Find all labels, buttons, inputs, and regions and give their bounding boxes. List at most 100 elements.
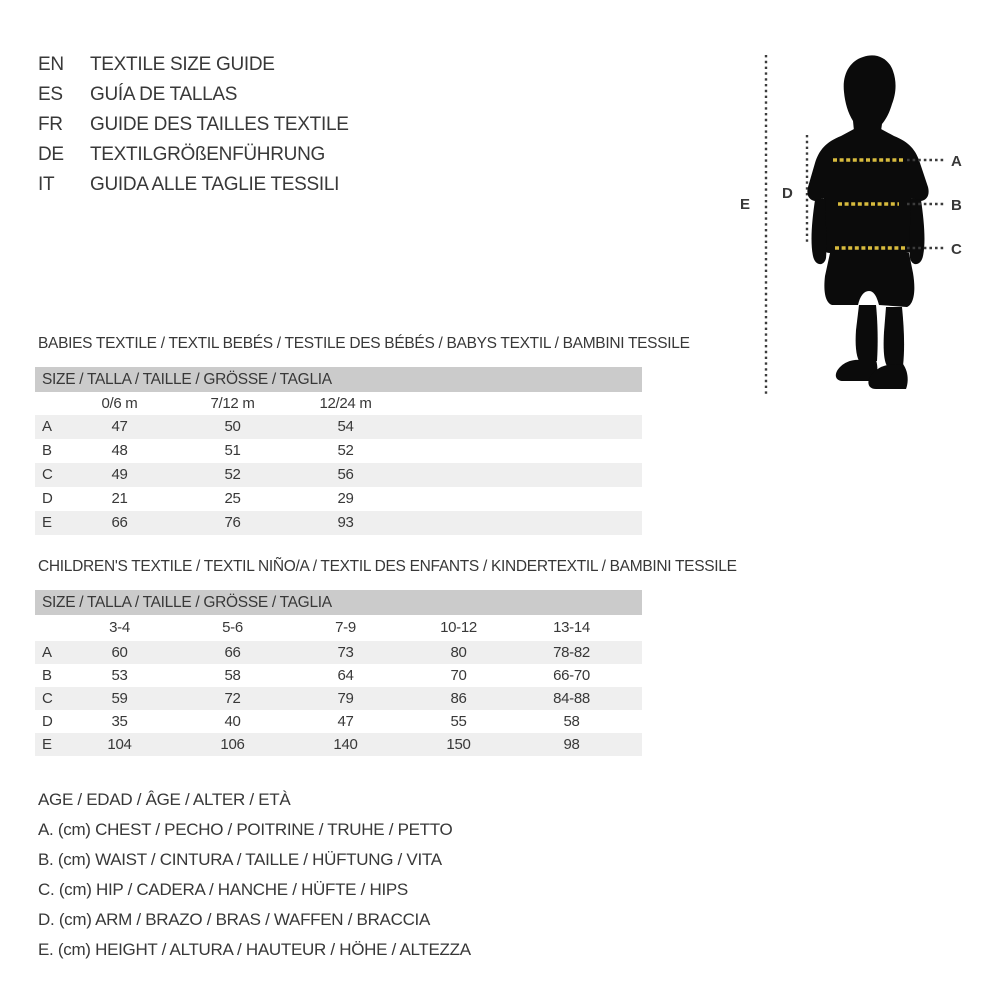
value-cell: 106: [220, 736, 245, 753]
silhouette-left-shoe: [835, 359, 878, 381]
language-code: FR: [38, 114, 63, 135]
silhouette-shirt: [807, 129, 929, 253]
row-label: E: [42, 736, 52, 753]
language-row: ES GUÍA DE TALLAS: [38, 80, 349, 110]
babies-section-title: BABIES TEXTILE / TEXTIL BEBÉS / TESTILE …: [38, 335, 690, 352]
value-cell: 78-82: [553, 644, 590, 661]
row-label: B: [42, 667, 52, 684]
language-code: DE: [38, 144, 64, 165]
size-header-bar: SIZE / TALLA / TAILLE / GRÖSSE / TAGLIA: [35, 367, 642, 392]
children-section-title: CHILDREN'S TEXTILE / TEXTIL NIÑO/A / TEX…: [38, 558, 737, 575]
value-cell: 50: [224, 418, 241, 435]
value-cell: 56: [337, 466, 354, 483]
column-header-row: 0/6 m 7/12 m 12/24 m: [35, 392, 642, 415]
marker-label-c: C: [951, 241, 962, 258]
value-cell: 59: [111, 690, 128, 707]
column-header: 3-4: [109, 619, 130, 636]
value-cell: 53: [111, 667, 128, 684]
language-title: GUIDE DES TAILLES TEXTILE: [90, 114, 349, 135]
value-cell: 66: [224, 644, 241, 661]
table-row: B 53 58 64 70 66-70: [35, 664, 642, 687]
value-cell: 84-88: [553, 690, 590, 707]
language-row: FR GUIDE DES TAILLES TEXTILE: [38, 110, 349, 140]
marker-label-a: A: [951, 153, 962, 170]
value-cell: 47: [337, 713, 354, 730]
value-cell: 55: [450, 713, 467, 730]
row-label: D: [42, 490, 53, 507]
language-title: GUÍA DE TALLAS: [90, 84, 238, 105]
column-header: 5-6: [222, 619, 243, 636]
table-row: C 49 52 56: [35, 463, 642, 487]
value-cell: 52: [224, 466, 241, 483]
silhouette-right-leg: [883, 307, 905, 366]
empty-corner-cell: [35, 615, 63, 641]
value-cell: 66: [111, 514, 128, 531]
value-cell: 21: [111, 490, 128, 507]
column-header: 12/24 m: [319, 395, 372, 412]
silhouette-left-leg: [855, 305, 878, 361]
language-title: GUIDA ALLE TAGLIE TESSILI: [90, 174, 340, 195]
silhouette-left-arm: [811, 198, 827, 265]
value-cell: 58: [224, 667, 241, 684]
value-cell: 66-70: [553, 667, 590, 684]
value-cell: 35: [111, 713, 128, 730]
marker-label-e: E: [740, 196, 750, 213]
value-cell: 49: [111, 466, 128, 483]
silhouette-head: [843, 55, 896, 131]
row-label: A: [42, 418, 52, 435]
value-cell: 51: [224, 442, 241, 459]
legend-item-waist: B. (cm) WAIST / CINTURA / TAILLE / HÜFTU…: [38, 850, 442, 869]
value-cell: 72: [224, 690, 241, 707]
value-cell: 80: [450, 644, 467, 661]
row-label: C: [42, 690, 53, 707]
value-cell: 93: [337, 514, 354, 531]
child-silhouette: [807, 55, 929, 389]
child-measurement-figure: E D A B C: [740, 55, 962, 395]
legend-age-line: AGE / EDAD / ÂGE / ALTER / ETÀ: [38, 790, 291, 809]
column-header: 7/12 m: [210, 395, 255, 412]
legend-item-chest: A. (cm) CHEST / PECHO / POITRINE / TRUHE…: [38, 820, 453, 839]
column-header: 13-14: [553, 619, 590, 636]
value-cell: 25: [224, 490, 241, 507]
column-header: 0/6 m: [101, 395, 138, 412]
value-cell: 48: [111, 442, 128, 459]
value-cell: 150: [446, 736, 471, 753]
table-row: E 66 76 93: [35, 511, 642, 535]
value-cell: 79: [337, 690, 354, 707]
children-size-table: SIZE / TALLA / TAILLE / GRÖSSE / TAGLIA …: [35, 590, 642, 756]
legend-item-height: E. (cm) HEIGHT / ALTURA / HAUTEUR / HÖHE…: [38, 940, 471, 959]
table-row: A 47 50 54: [35, 415, 642, 439]
column-header: 7-9: [335, 619, 356, 636]
legend-item-arm: D. (cm) ARM / BRAZO / BRAS / WAFFEN / BR…: [38, 910, 431, 929]
silhouette-right-shoe: [868, 364, 908, 389]
size-header-bar: SIZE / TALLA / TAILLE / GRÖSSE / TAGLIA: [35, 590, 642, 615]
row-label: C: [42, 466, 53, 483]
row-label: E: [42, 514, 52, 531]
marker-label-b: B: [951, 197, 962, 214]
value-cell: 40: [224, 713, 241, 730]
language-code: ES: [38, 84, 63, 105]
empty-corner-cell: [35, 392, 63, 415]
language-list: EN TEXTILE SIZE GUIDE ES GUÍA DE TALLAS …: [38, 50, 349, 200]
value-cell: 73: [337, 644, 354, 661]
marker-label-d: D: [782, 185, 793, 202]
value-cell: 52: [337, 442, 354, 459]
language-code: EN: [38, 54, 64, 75]
table-row: A 60 66 73 80 78-82: [35, 641, 642, 664]
value-cell: 47: [111, 418, 128, 435]
table-row: B 48 51 52: [35, 439, 642, 463]
value-cell: 60: [111, 644, 128, 661]
legend-item-hip: C. (cm) HIP / CADERA / HANCHE / HÜFTE / …: [38, 880, 408, 899]
language-title: TEXTILE SIZE GUIDE: [90, 54, 275, 75]
column-header: 10-12: [440, 619, 477, 636]
row-label: A: [42, 644, 52, 661]
value-cell: 104: [107, 736, 132, 753]
value-cell: 64: [337, 667, 354, 684]
silhouette-shorts: [824, 253, 915, 307]
value-cell: 29: [337, 490, 354, 507]
value-cell: 58: [563, 713, 580, 730]
table-row: D 35 40 47 55 58: [35, 710, 642, 733]
measurement-legend: AGE / EDAD / ÂGE / ALTER / ETÀ A. (cm) C…: [38, 785, 471, 965]
language-title: TEXTILGRÖßENFÜHRUNG: [90, 144, 325, 165]
